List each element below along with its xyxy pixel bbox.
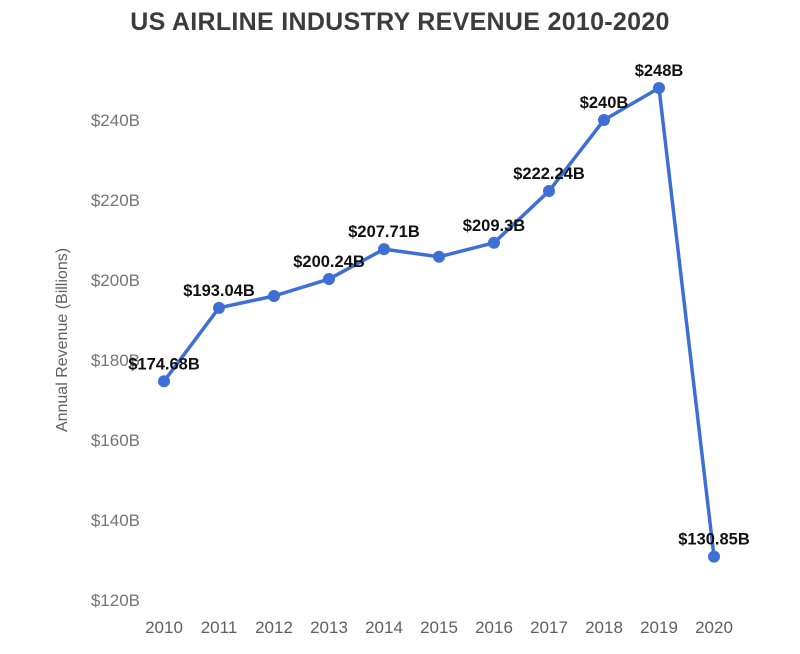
x-tick-label-2017: 2017 (530, 618, 568, 637)
x-tick-label-2020: 2020 (695, 618, 733, 637)
x-tick-label-2014: 2014 (365, 618, 403, 637)
data-label-2016: $209.3B (463, 217, 525, 235)
y-tick-label-200: $200B (91, 271, 140, 290)
data-point-2014 (378, 243, 390, 256)
x-tick-label-2015: 2015 (420, 618, 458, 637)
y-tick-label-240: $240B (91, 111, 140, 130)
x-tick-label-2010: 2010 (145, 618, 183, 637)
data-label-2020: $130.85B (678, 531, 750, 549)
data-point-2013 (323, 273, 335, 286)
x-tick-label-2016: 2016 (475, 618, 513, 637)
data-point-2015 (433, 250, 445, 263)
data-label-2019: $248B (635, 62, 684, 80)
data-point-2011 (213, 301, 225, 314)
y-tick-label-160: $160B (91, 431, 140, 450)
x-tick-label-2011: 2011 (201, 618, 238, 637)
chart-title: US AIRLINE INDUSTRY REVENUE 2010-2020 (130, 8, 670, 36)
data-point-2018 (598, 114, 610, 126)
x-tick-label-2018: 2018 (585, 618, 623, 637)
revenue-line-series (162, 86, 716, 559)
y-tick-label-120: $120B (91, 591, 140, 610)
data-label-2013: $200.24B (293, 253, 365, 271)
x-tick-label-2012: 2012 (255, 618, 293, 637)
data-label-2010: $174.68B (128, 355, 200, 373)
data-label-2017: $222.24B (513, 165, 585, 183)
data-point-2010 (158, 375, 170, 388)
data-point-2016 (488, 236, 500, 249)
y-tick-label-180: $180B (91, 351, 140, 370)
data-label-2014: $207.71B (348, 223, 420, 241)
data-label-2011: $193.04B (183, 282, 255, 300)
y-tick-label-140: $140B (91, 511, 140, 530)
data-point-2017 (543, 185, 555, 198)
data-label-2018: $240B (580, 94, 629, 112)
y-tick-label-220: $220B (91, 191, 140, 210)
data-point-2012 (268, 290, 280, 302)
data-point-2020 (708, 550, 720, 563)
x-tick-label-2019: 2019 (640, 618, 678, 637)
data-point-2019 (653, 82, 665, 94)
x-tick-label-2013: 2013 (310, 618, 348, 637)
